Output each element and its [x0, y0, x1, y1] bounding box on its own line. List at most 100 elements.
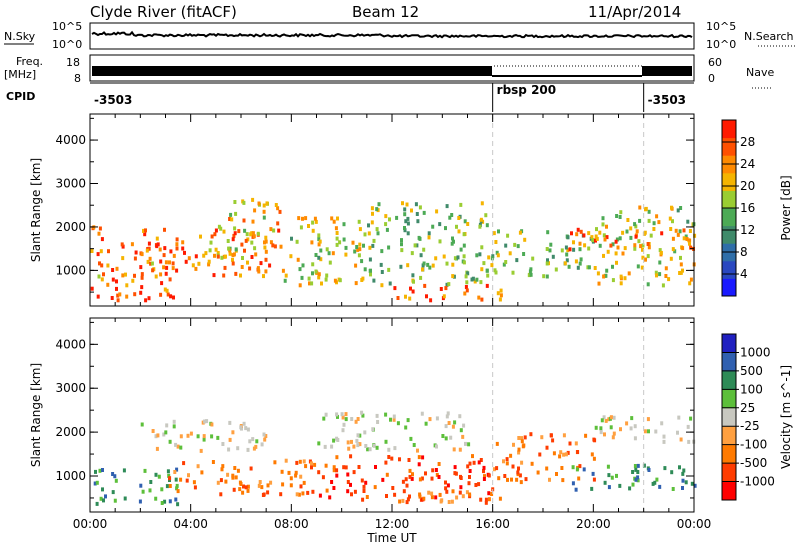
data-cell [240, 265, 244, 269]
data-cell [471, 454, 474, 459]
data-cell [297, 216, 301, 221]
data-cell [659, 250, 663, 255]
data-cell [468, 461, 472, 466]
data-cell [110, 296, 114, 300]
data-cell [302, 480, 306, 485]
data-cell [233, 226, 237, 231]
data-cell [264, 239, 268, 244]
data-cell [410, 208, 413, 213]
data-cell [430, 491, 434, 496]
data-cell [155, 236, 159, 241]
data-cell [578, 261, 582, 266]
data-cell [492, 467, 496, 472]
nave-tick-bottom: 0 [708, 72, 715, 85]
data-cell [228, 217, 232, 221]
data-cell [209, 240, 213, 245]
data-cell [172, 253, 176, 258]
data-cell [258, 480, 262, 484]
data-cell [150, 261, 154, 266]
data-cell [384, 214, 388, 219]
data-cell [408, 296, 412, 301]
data-cell [498, 496, 502, 501]
data-cell [393, 492, 397, 497]
data-cell [518, 230, 522, 235]
data-cell [310, 281, 314, 286]
data-cell [332, 465, 336, 470]
data-cell [688, 238, 692, 243]
data-cell [355, 245, 359, 249]
data-cell [338, 278, 342, 283]
data-cell [133, 273, 136, 278]
data-cell [237, 229, 241, 234]
data-cell [591, 471, 595, 476]
data-cell [409, 436, 413, 441]
data-cell [627, 271, 631, 276]
data-cell [646, 282, 650, 287]
y-tick-label: 2000 [55, 220, 86, 234]
data-cell [121, 273, 125, 278]
data-cell [349, 454, 353, 459]
data-cell [450, 499, 454, 504]
data-cell [684, 480, 688, 485]
data-cell [505, 461, 509, 466]
data-cell [228, 420, 232, 425]
data-cell [662, 439, 666, 444]
data-cell [565, 252, 569, 257]
data-cell [262, 215, 266, 220]
data-cell [462, 423, 466, 428]
data-cell [344, 417, 348, 422]
freq-strip-frame [89, 54, 695, 82]
data-cell [495, 466, 499, 471]
freq-tick-bottom: 8 [74, 72, 81, 85]
data-cell [165, 288, 169, 293]
data-cell [392, 414, 396, 419]
data-cell [406, 221, 410, 226]
data-cell [260, 442, 264, 447]
data-cell [154, 434, 158, 439]
data-cell [441, 434, 445, 438]
data-cell [421, 267, 424, 272]
data-cell [467, 481, 471, 486]
data-cell [363, 430, 367, 435]
data-cell [196, 434, 200, 439]
data-cell [647, 429, 650, 434]
data-cell [641, 255, 645, 260]
freq-strip: Freq. [MHz] 18 8 60 0 Nave [4, 54, 774, 89]
data-cell [307, 276, 311, 281]
data-cell [480, 267, 484, 272]
data-cell [301, 491, 305, 496]
data-cell [676, 232, 680, 237]
data-cell [610, 475, 614, 480]
data-cell [253, 246, 257, 251]
data-cell [418, 492, 422, 497]
colorbar-tick-label: 100 [740, 382, 763, 396]
scatter-region [140, 419, 268, 453]
data-cell [470, 277, 474, 282]
colorbar-tick-label: -100 [740, 438, 767, 452]
data-cell [576, 227, 580, 232]
data-cell [529, 272, 533, 277]
data-cell [636, 475, 640, 480]
data-cell [244, 485, 248, 490]
data-cell [231, 253, 235, 258]
data-cell [327, 251, 331, 256]
data-cell [428, 417, 432, 422]
data-cell [435, 416, 439, 421]
data-cell [320, 281, 323, 286]
data-cell [517, 447, 521, 452]
data-cell [371, 211, 374, 216]
data-cell [317, 233, 321, 238]
colorbar-swatch [722, 208, 736, 227]
data-cell [199, 234, 202, 239]
data-cell [121, 244, 125, 249]
data-cell [296, 257, 300, 262]
data-cell [681, 486, 684, 490]
data-cell [214, 228, 218, 233]
data-cell [155, 446, 159, 451]
data-cell [575, 467, 579, 472]
data-cell [422, 210, 426, 215]
data-cell [168, 484, 172, 488]
data-cell [637, 239, 641, 244]
data-cell [318, 493, 322, 498]
data-cell [468, 492, 472, 497]
